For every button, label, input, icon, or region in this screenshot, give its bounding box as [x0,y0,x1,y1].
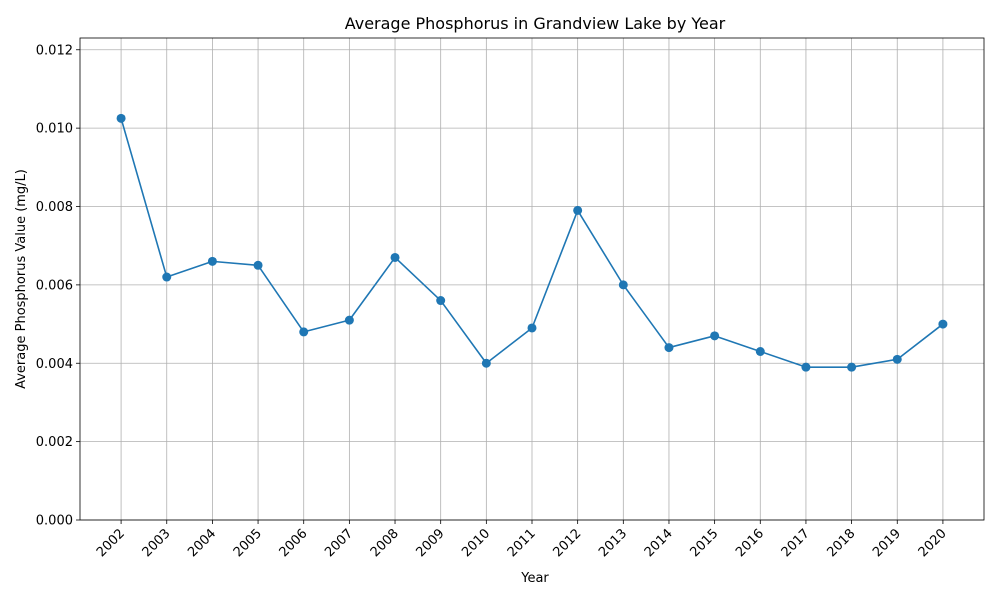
x-tick-label: 2020 [916,526,950,560]
data-point [253,260,263,270]
x-tick-label: 2005 [231,526,265,560]
x-tick-label: 2003 [140,526,174,560]
x-tick-label: 2008 [368,526,402,560]
chart-title: Average Phosphorus in Grandview Lake by … [345,14,726,33]
data-point [390,252,400,262]
x-tick-label: 2013 [596,526,630,560]
data-point [755,346,765,356]
y-tick-label: 0.012 [36,43,73,58]
data-point [162,272,172,282]
x-tick-label: 2019 [870,526,904,560]
y-tick-label: 0.002 [36,435,73,450]
x-tick-label: 2011 [505,526,539,560]
data-point [847,362,857,372]
x-tick-label: 2014 [642,526,676,560]
x-tick-label: 2004 [185,526,219,560]
x-tick-label: 2017 [779,526,813,560]
series-group [116,113,948,372]
x-tick-label: 2010 [459,526,493,560]
x-tick-label: 2018 [824,526,858,560]
data-point [938,319,948,329]
y-axis-title: Average Phosphorus Value (mg/L) [14,169,29,389]
data-point [527,323,537,333]
y-tick-label: 0.006 [36,278,73,293]
data-point [618,280,628,290]
data-point [573,205,583,215]
x-tick-label: 2015 [687,526,721,560]
x-tick-label: 2006 [277,526,311,560]
axis-ticks: 2002 2003 2004 2005 2006 2007 2008 2009 2010 2011… [36,43,950,560]
data-point [344,315,354,325]
data-point [299,327,309,337]
x-tick-label: 2012 [550,526,584,560]
x-tick-label: 2016 [733,526,767,560]
grid [80,38,984,521]
data-point [801,362,811,372]
data-point [481,358,491,368]
data-point [892,354,902,364]
x-tick-label: 2002 [94,526,128,560]
data-point [664,343,674,353]
data-point [436,296,446,306]
data-point [116,113,126,123]
data-point [710,331,720,341]
y-tick-label: 0.004 [36,357,73,372]
y-tick-label: 0.000 [36,514,73,529]
y-tick-label: 0.010 [36,122,73,137]
x-tick-label: 2009 [414,526,448,560]
x-tick-label: 2007 [322,526,356,560]
x-axis-title: Year [520,571,549,586]
y-tick-label: 0.008 [36,200,73,215]
data-point [207,256,217,266]
